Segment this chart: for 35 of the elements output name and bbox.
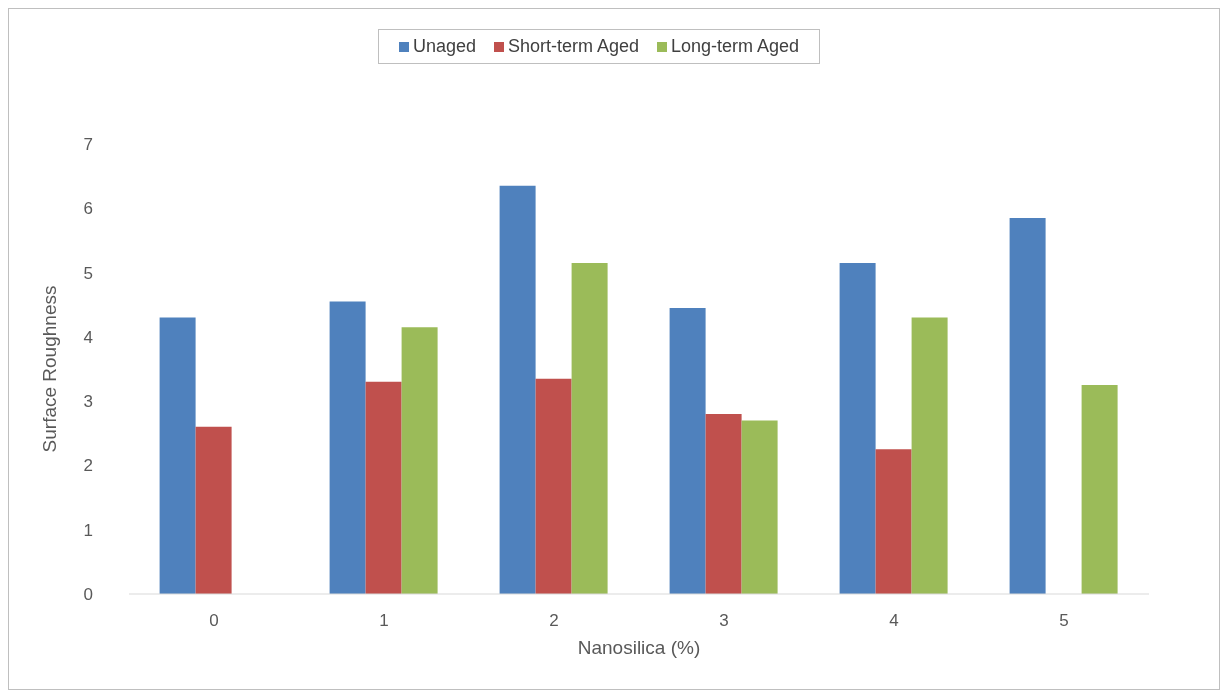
bar — [1009, 217, 1046, 594]
bar — [669, 307, 706, 594]
x-tick-label: 1 — [379, 611, 389, 631]
x-tick-label: 2 — [549, 611, 559, 631]
y-tick-label: 6 — [83, 199, 93, 219]
bar — [401, 327, 438, 594]
x-tick-label: 3 — [719, 611, 729, 631]
x-tick-label: 0 — [209, 611, 219, 631]
bar — [875, 449, 912, 594]
bar — [535, 378, 572, 594]
bar — [499, 185, 536, 594]
y-tick-label: 4 — [83, 327, 93, 347]
x-axis-title: Nanosilica (%) — [577, 637, 701, 658]
bar — [159, 317, 196, 594]
x-tick-label: 5 — [1059, 611, 1069, 631]
y-tick-label: 1 — [83, 520, 93, 540]
bar — [195, 426, 232, 594]
bar — [329, 301, 366, 594]
bar — [1081, 385, 1118, 594]
y-axis-title: Surface Roughness — [38, 285, 60, 453]
legend-label: Long-term Aged — [670, 36, 800, 57]
legend-label: Short-term Aged — [506, 36, 640, 57]
bar — [705, 414, 742, 594]
y-tick-label: 5 — [83, 263, 93, 283]
y-tick-label: 7 — [83, 135, 93, 155]
bar — [365, 381, 402, 594]
legend-label: Unaged — [411, 36, 476, 57]
bar — [741, 420, 778, 594]
x-tick-label: 4 — [889, 611, 899, 631]
y-tick-label: 2 — [83, 456, 93, 476]
y-tick-label: 3 — [83, 392, 93, 412]
bar — [839, 262, 876, 594]
y-tick-label: 0 — [83, 585, 93, 605]
bar — [571, 262, 608, 594]
bar — [911, 317, 948, 594]
